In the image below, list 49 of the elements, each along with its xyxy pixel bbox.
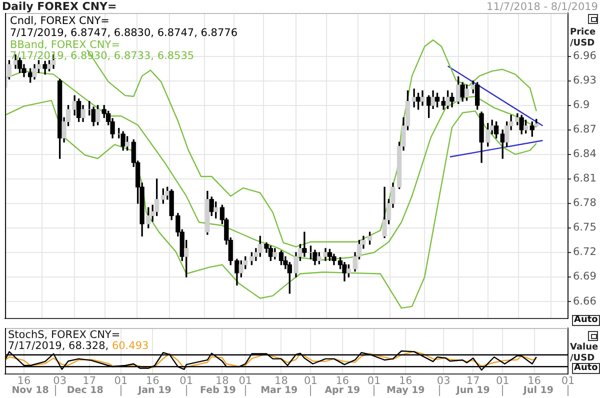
x-tick-label: 01 <box>561 375 575 388</box>
y-axis-title: Value /USD <box>570 342 598 364</box>
y-tick-label: 6.72 <box>573 246 596 258</box>
x-tick-label: 03 <box>436 375 450 388</box>
x-tick-label: 03 <box>53 375 67 388</box>
x-tick-label: 01 <box>114 375 128 388</box>
x2-tick-label: Jan 19 <box>137 385 172 396</box>
annotation: Cndl, FOREX CNY= <box>10 15 110 27</box>
y-tick-label: 6.96 <box>573 50 597 62</box>
x-tick-label: 01 <box>238 375 252 388</box>
text: Auto <box>574 363 598 373</box>
annotation: BBand, FOREX CNY= <box>10 39 120 51</box>
annotation: 60.493 <box>112 340 149 352</box>
y-tick-label: 6.84 <box>573 148 597 160</box>
x-tick-label: 16 <box>17 375 31 388</box>
x-tick-label: 01 <box>304 375 318 388</box>
x2-tick-label: Mar 19 <box>260 385 298 396</box>
x-tick-label: 16 <box>146 375 160 388</box>
x-tick-label: 16 <box>398 375 413 388</box>
x2-tick-label: Nov 18 <box>12 385 50 396</box>
y-tick-label: 6.78 <box>573 197 596 210</box>
x-tick-label: 17 <box>466 375 480 388</box>
x-tick-label: 18 <box>274 375 288 388</box>
y-tick-label: 6.87 <box>573 124 596 136</box>
chart-title: Daily FOREX CNY= <box>2 0 117 13</box>
y-axis-title: Price /USD <box>570 27 596 48</box>
x-tick-label: 01 <box>367 375 381 388</box>
x-tick-label: 01 <box>180 375 194 388</box>
x2-tick-label: Jul 19 <box>522 385 554 396</box>
y-tick-label: 6.75 <box>573 222 596 234</box>
x-tick-label: 18 <box>216 375 229 388</box>
x2-tick-label: Dec 18 <box>66 385 104 396</box>
y-tick-label: 6.9 <box>573 99 590 112</box>
x-tick-label: 17 <box>82 375 96 388</box>
x2-tick-label: Apr 19 <box>324 385 360 396</box>
y-tick-label: 6.69 <box>573 270 596 283</box>
x2-tick-label: May 19 <box>386 385 425 396</box>
x-tick-label: 01 <box>496 375 510 388</box>
text: StochS, FOREX CNY= <box>8 329 120 341</box>
annotation: 7/17/2019, 68.328, <box>8 340 109 352</box>
y-tick-label: 6.66 <box>573 295 597 308</box>
text: 11/7/2018 - 8/1/2019 <box>486 1 598 13</box>
x2-tick-label: Feb 19 <box>200 385 236 396</box>
y-tick-label: 6.93 <box>573 74 596 87</box>
annotation: 7/17/2019, 6.8747, 6.8830, 6.8747, 6.8776 <box>10 27 238 39</box>
text: Auto <box>574 315 598 325</box>
y-tick-label: 6.81 <box>573 172 596 185</box>
x2-tick-label: Jun 19 <box>455 385 490 396</box>
x-tick-label: 16 <box>336 375 350 388</box>
